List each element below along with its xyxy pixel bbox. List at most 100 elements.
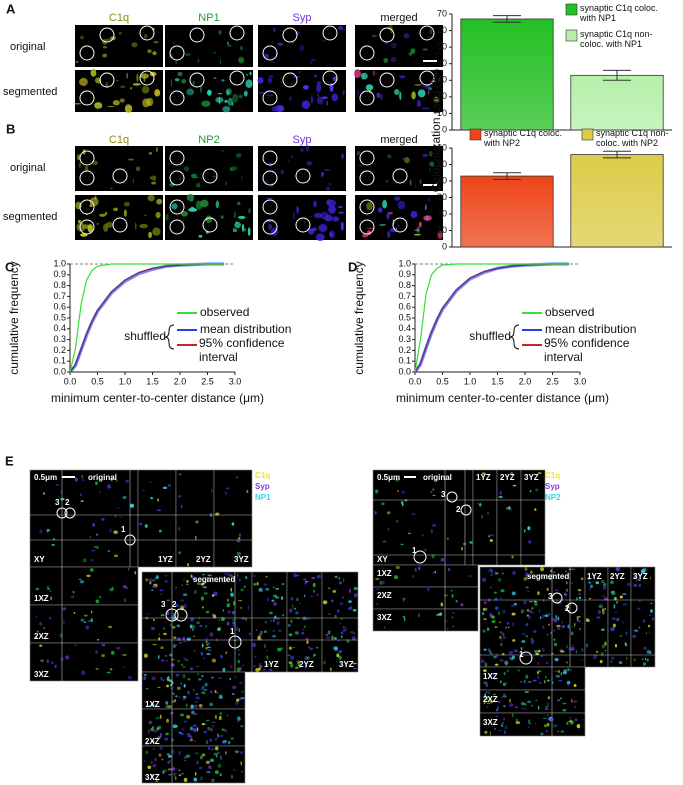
speckle: [269, 75, 274, 78]
speckle: [403, 617, 406, 622]
y-tick-label: 0.8: [53, 280, 66, 290]
speckle: [215, 200, 220, 209]
speckle: [290, 655, 295, 660]
speckle: [489, 586, 493, 589]
speckle: [185, 53, 191, 57]
speckle: [497, 578, 502, 582]
speckle: [127, 675, 132, 680]
speckle: [175, 586, 177, 589]
speckle: [173, 643, 177, 647]
column-label: merged: [380, 134, 417, 146]
roi-circle: [112, 168, 128, 184]
speckle: [638, 626, 641, 629]
speckle: [649, 614, 651, 617]
speckle: [411, 513, 416, 515]
speckle: [400, 500, 404, 505]
speckle: [217, 92, 223, 95]
speckle: [230, 575, 234, 577]
speckle: [180, 504, 183, 509]
micrograph: [142, 746, 245, 783]
speckle: [316, 646, 319, 649]
speckle: [222, 741, 227, 744]
x-axis-label: minimum center-to-center distance (μm): [51, 391, 264, 405]
legend-label: mean distribution: [545, 322, 636, 336]
y-tick-label: 50: [437, 42, 447, 52]
speckle: [225, 181, 227, 186]
speckle: [294, 631, 298, 635]
speckle: [573, 622, 576, 627]
speckle: [252, 642, 256, 648]
speckle: [618, 661, 623, 665]
speckle: [151, 181, 157, 185]
speckle: [579, 628, 581, 631]
speckle: [73, 611, 76, 614]
speckle: [553, 724, 555, 729]
column-label: C1q: [109, 12, 129, 24]
roi-circle: [282, 72, 298, 88]
micrograph: [75, 146, 163, 191]
speckle: [497, 610, 500, 616]
speckle: [75, 60, 79, 64]
speckle: [417, 89, 426, 98]
speckle: [490, 534, 495, 536]
speckle: [485, 691, 488, 693]
frame: [321, 571, 359, 673]
speckle: [225, 751, 227, 755]
speckle: [299, 602, 302, 605]
speckle: [35, 636, 37, 640]
roi-circle: [124, 534, 136, 546]
speckle: [237, 716, 241, 721]
speckle: [196, 582, 201, 585]
marker-label: 3: [548, 592, 553, 601]
y-tick-label: 0.0: [398, 366, 411, 376]
speckle: [225, 487, 230, 490]
speckle: [257, 77, 264, 84]
speckle: [166, 718, 170, 723]
speckle: [419, 179, 422, 185]
view-label: 1YZ: [587, 572, 602, 581]
speckle: [187, 677, 191, 681]
speckle: [548, 623, 550, 626]
roi-circle: [139, 25, 155, 41]
speckle: [363, 72, 365, 79]
speckle: [511, 591, 516, 596]
speckle: [525, 623, 529, 627]
speckle: [130, 86, 132, 90]
speckle: [144, 33, 148, 39]
speckle: [512, 484, 517, 487]
error-bar: [493, 15, 521, 23]
speckle: [113, 554, 119, 558]
x-tick-label: 0.0: [64, 376, 77, 386]
speckle: [366, 201, 373, 211]
speckle: [183, 777, 188, 782]
speckle: [540, 732, 544, 736]
speckle: [95, 650, 99, 654]
scale-label: 0.5μm: [34, 473, 57, 482]
speckle: [166, 599, 171, 601]
speckle: [195, 200, 203, 210]
speckle: [348, 664, 351, 667]
speckle: [577, 604, 580, 607]
micrograph: [373, 609, 478, 631]
speckle: [201, 723, 205, 726]
speckle: [494, 571, 497, 575]
speckle: [211, 676, 214, 679]
speckle: [428, 151, 433, 157]
speckle: [557, 669, 561, 674]
speckle: [585, 618, 589, 622]
speckle: [534, 602, 538, 606]
speckle: [310, 595, 314, 597]
speckle: [245, 74, 249, 76]
error-bar: [603, 150, 631, 159]
speckle: [495, 606, 499, 611]
speckle: [148, 722, 152, 725]
speckle: [232, 685, 237, 690]
speckle: [214, 690, 217, 694]
speckle: [371, 35, 377, 37]
legend-label: synaptic C1q coloc. with NP1: [580, 3, 659, 24]
speckle: [511, 655, 515, 660]
speckle: [167, 768, 172, 771]
x-tick-label: 2.5: [546, 376, 559, 386]
speckle: [635, 579, 638, 582]
speckle: [326, 199, 337, 207]
